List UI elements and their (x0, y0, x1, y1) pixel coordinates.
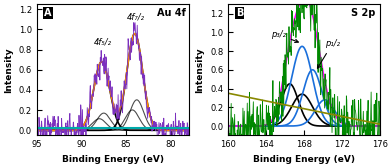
Text: S 2p: S 2p (351, 8, 375, 18)
X-axis label: Binding Energy (eV): Binding Energy (eV) (62, 155, 164, 164)
Y-axis label: Intensity: Intensity (4, 47, 13, 93)
Text: A: A (44, 8, 52, 18)
X-axis label: Binding Energy (eV): Binding Energy (eV) (253, 155, 355, 164)
Text: Au 4f: Au 4f (157, 8, 185, 18)
Text: p₃/₂: p₃/₂ (271, 30, 298, 43)
Text: B: B (236, 8, 243, 18)
Y-axis label: Intensity: Intensity (196, 47, 205, 93)
Text: 4f₅/₂: 4f₅/₂ (94, 38, 112, 47)
Text: 4f₇/₂: 4f₇/₂ (127, 12, 145, 21)
Text: p₁/₂: p₁/₂ (318, 39, 340, 68)
